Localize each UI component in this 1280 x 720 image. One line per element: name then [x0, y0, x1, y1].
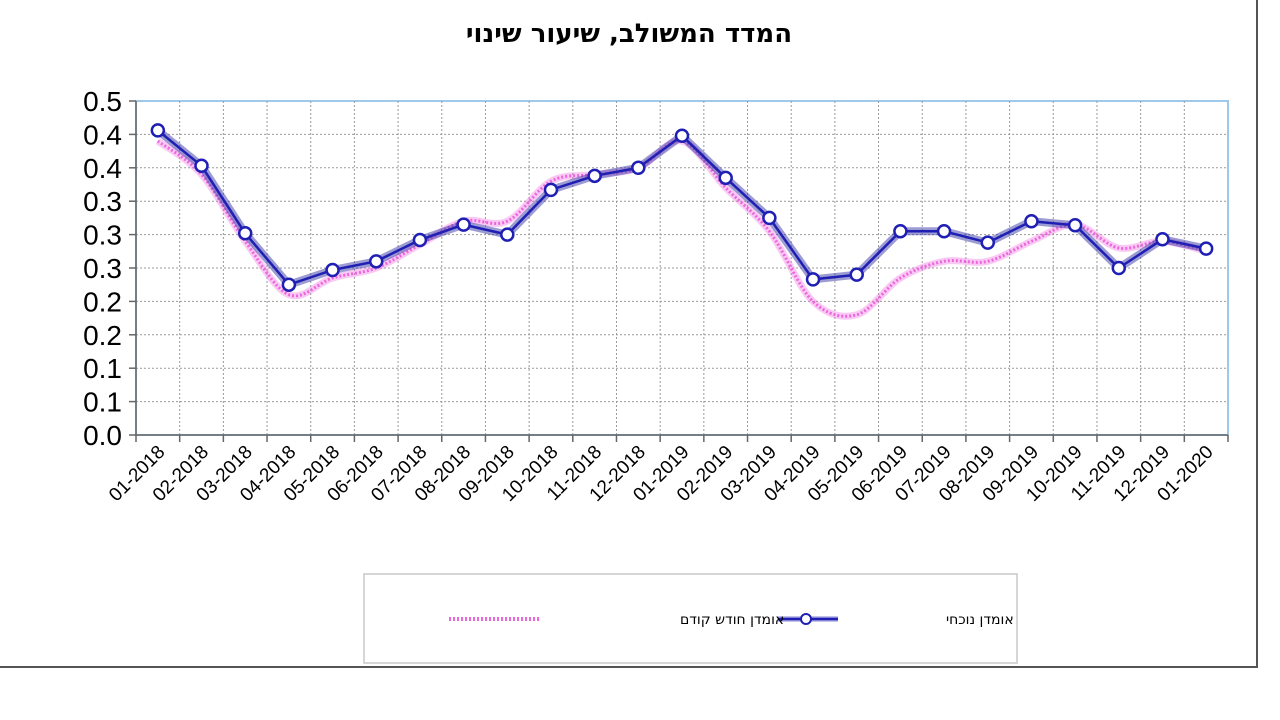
- data-point-current: [412, 232, 428, 248]
- data-point-current: [587, 168, 602, 184]
- data-point-current: [281, 277, 297, 292]
- data-point-current: [849, 267, 864, 282]
- data-point-current: [631, 160, 646, 176]
- data-point-current: [1067, 217, 1083, 233]
- legend-label-current: אומדן נוכחי: [946, 612, 1014, 628]
- data-point-current: [674, 128, 690, 143]
- data-point-current: [980, 235, 996, 250]
- data-point-current: [936, 224, 952, 239]
- y-tick-label: 0.4: [83, 119, 122, 150]
- y-tick-label: 0.5: [83, 86, 122, 117]
- y-tick-label: 0.1: [83, 387, 122, 418]
- legend-item-previous: אומדן חודש קודם: [449, 612, 784, 628]
- chart-title: המדד המשולב, שיעור שינוי: [466, 19, 792, 49]
- series-current-estimate: [150, 123, 1214, 292]
- y-axis-ticks: 0.00.10.10.20.20.30.30.30.40.40.5: [83, 86, 136, 451]
- legend-label-previous: אומדן חודש קודם: [680, 612, 784, 628]
- data-point-current: [194, 158, 209, 174]
- data-point-current: [456, 217, 471, 232]
- y-tick-label: 0.2: [83, 320, 122, 351]
- x-axis-ticks: 01-201802-201803-201804-201805-201806-20…: [105, 435, 1229, 506]
- y-tick-label: 0.0: [83, 420, 122, 451]
- legend: אומדן נוכחי אומדן חודש קודם: [363, 573, 1018, 664]
- y-tick-label: 0.4: [83, 153, 122, 184]
- data-point-current: [1198, 241, 1214, 256]
- data-point-current: [1111, 260, 1127, 276]
- legend-marker-current: [800, 613, 812, 625]
- data-point-current: [893, 224, 908, 239]
- data-point-current: [500, 227, 515, 242]
- data-point-current: [237, 226, 253, 241]
- legend-box: [363, 573, 1018, 664]
- data-point-current: [543, 182, 559, 198]
- legend-item-current: אומדן נוכחי: [778, 612, 1014, 628]
- data-point-current: [1024, 213, 1039, 229]
- y-tick-label: 0.2: [83, 286, 122, 317]
- series-layer: [150, 123, 1214, 320]
- data-point-current: [762, 210, 777, 226]
- chart-frame: [0, 0, 1258, 668]
- y-tick-label: 0.3: [83, 253, 122, 284]
- y-tick-label: 0.1: [83, 353, 122, 384]
- y-tick-label: 0.3: [83, 220, 122, 251]
- data-point-current: [805, 272, 821, 287]
- data-point-current: [368, 254, 384, 269]
- data-point-current: [718, 170, 733, 186]
- data-point-current: [1155, 232, 1170, 247]
- y-tick-label: 0.3: [83, 186, 122, 217]
- data-point-current: [150, 123, 166, 138]
- data-point-current: [325, 262, 340, 278]
